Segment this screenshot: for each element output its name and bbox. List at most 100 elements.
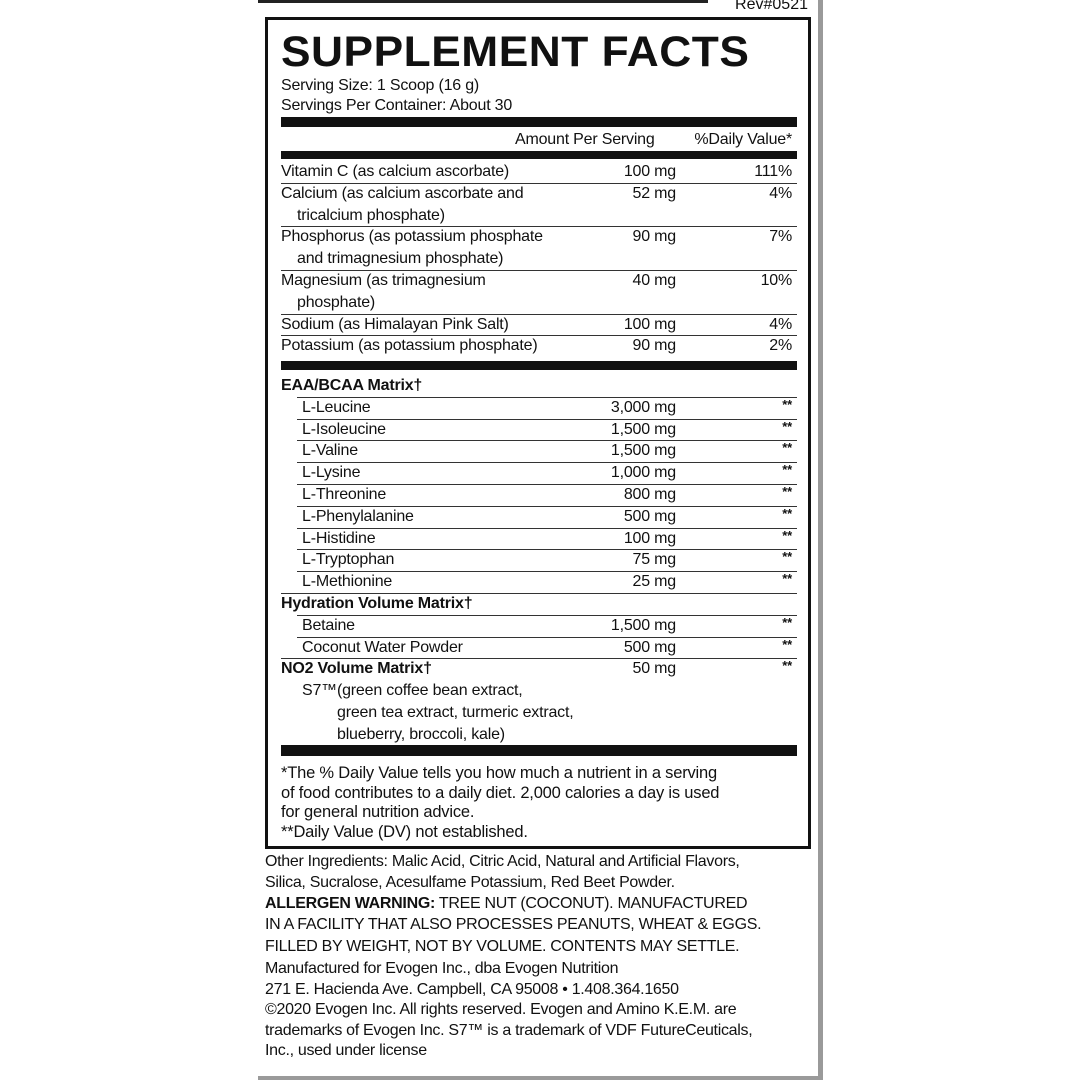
ingredient-daily-value: ** bbox=[782, 571, 792, 587]
ingredient-amount: 800 mg bbox=[623, 486, 676, 503]
blend-description: blueberry, broccoli, kale) bbox=[337, 725, 505, 743]
ingredient-daily-value: ** bbox=[782, 462, 792, 478]
ingredient-amount: 75 mg bbox=[632, 551, 677, 569]
ingredient-daily-value: ** bbox=[782, 527, 792, 543]
ingredient-name: L-Leucine bbox=[302, 398, 371, 416]
nutrient-name: Sodium (as Himalayan Pink Salt) bbox=[281, 315, 509, 333]
nutrient-name: Phosphorus (as potassium phosphate bbox=[281, 228, 543, 246]
ingredient-amount: 1,500 mg bbox=[610, 420, 676, 438]
allergen-text: TREE NUT (COCONUT). MANUFACTURED bbox=[435, 895, 748, 912]
revision-number: Rev#0521 bbox=[735, 0, 808, 13]
row-divider bbox=[297, 505, 797, 507]
ingredient-amount: 3,000 mg bbox=[610, 398, 676, 416]
nutrient-name: Vitamin C (as calcium ascorbate) bbox=[281, 163, 510, 180]
ingredient-name: L-Valine bbox=[302, 442, 358, 460]
ingredient-amount: 1,500 mg bbox=[610, 442, 676, 460]
nutrient-amount: 40 mg bbox=[632, 272, 677, 289]
row-divider bbox=[297, 636, 797, 638]
footnote: *The % Daily Value tells you how much a … bbox=[281, 764, 717, 782]
blend-name: EAA/BCAA Matrix† bbox=[281, 377, 423, 394]
ingredient-amount: 1,500 mg bbox=[610, 616, 676, 634]
nutrient-daily-value: 10% bbox=[760, 272, 793, 289]
ingredient-daily-value: ** bbox=[782, 484, 792, 499]
other-ingredients: Silica, Sucralose, Acesulfame Potassium,… bbox=[265, 874, 675, 891]
row-divider bbox=[297, 614, 797, 616]
manufacturer-info: Manufactured for Evogen Inc., dba Evogen… bbox=[265, 960, 619, 977]
ingredient-name: L-Lysine bbox=[302, 464, 361, 482]
row-divider bbox=[297, 462, 797, 464]
row-divider bbox=[281, 270, 797, 271]
blend-amount: 50 mg bbox=[632, 660, 677, 678]
row-divider bbox=[297, 527, 797, 529]
row-divider bbox=[297, 396, 797, 398]
nutrient-amount: 90 mg bbox=[632, 337, 677, 355]
ingredient-amount: 100 mg bbox=[623, 529, 676, 547]
header-daily-value: %Daily Value* bbox=[694, 131, 792, 148]
nutrient-name: Potassium (as potassium phosphate) bbox=[281, 337, 538, 355]
right-border bbox=[818, 0, 823, 1080]
nutrient-daily-value: 4% bbox=[769, 184, 792, 202]
row-divider bbox=[297, 571, 797, 573]
allergen-label: ALLERGEN WARNING: bbox=[265, 895, 436, 912]
panel-title: SUPPLEMENT FACTS bbox=[281, 28, 750, 76]
footnote: for general nutrition advice. bbox=[281, 803, 475, 822]
nutrient-amount: 100 mg bbox=[623, 163, 676, 180]
row-divider bbox=[297, 549, 797, 551]
thick-divider bbox=[281, 117, 797, 127]
row-divider bbox=[281, 226, 797, 228]
manufacturer-info: 271 E. Hacienda Ave. Campbell, CA 95008 … bbox=[265, 980, 679, 998]
nutrient-daily-value: 4% bbox=[769, 315, 792, 333]
nutrient-daily-value: 7% bbox=[769, 228, 792, 246]
thick-divider bbox=[281, 151, 797, 159]
allergen-warning: ALLERGEN WARNING: TREE NUT (COCONUT). MA… bbox=[265, 894, 748, 914]
blend-daily-value: ** bbox=[782, 658, 792, 674]
ingredient-name: L-Isoleucine bbox=[302, 420, 386, 438]
bottom-border bbox=[258, 1076, 823, 1080]
ingredient-name: L-Threonine bbox=[302, 486, 387, 503]
nutrient-name: Calcium (as calcium ascorbate and bbox=[281, 184, 524, 202]
nutrient-amount: 90 mg bbox=[632, 228, 677, 246]
footnote: **Daily Value (DV) not established. bbox=[281, 823, 528, 842]
nutrient-name: tricalcium phosphate) bbox=[297, 206, 445, 224]
ingredient-amount: 500 mg bbox=[623, 507, 676, 525]
ingredient-daily-value: ** bbox=[782, 396, 792, 412]
ingredient-name: Coconut Water Powder bbox=[302, 638, 463, 656]
allergen-text: IN A FACILITY THAT ALSO PROCESSES PEANUT… bbox=[265, 916, 762, 933]
nutrient-name: Magnesium (as trimagnesium bbox=[281, 272, 486, 289]
ingredient-amount: 25 mg bbox=[632, 573, 677, 591]
ingredient-name: L-Tryptophan bbox=[302, 551, 395, 569]
footnote: of food contributes to a daily diet. 2,0… bbox=[281, 783, 720, 802]
manufacturer-info: Inc., used under license bbox=[265, 1042, 427, 1059]
thick-divider bbox=[281, 745, 797, 756]
blend-name: NO2 Volume Matrix† bbox=[281, 660, 432, 678]
nutrient-daily-value: 111% bbox=[754, 163, 792, 180]
row-divider bbox=[281, 313, 797, 315]
ingredient-daily-value: ** bbox=[782, 636, 792, 652]
top-edge-bar bbox=[258, 0, 708, 3]
row-divider bbox=[281, 593, 797, 594]
supplement-facts-panel bbox=[265, 17, 811, 849]
row-divider bbox=[297, 484, 797, 485]
nutrient-name: and trimagnesium phosphate) bbox=[297, 250, 504, 268]
nutrient-amount: 100 mg bbox=[623, 315, 676, 333]
row-divider bbox=[281, 182, 797, 184]
ingredient-daily-value: ** bbox=[782, 614, 792, 630]
row-divider bbox=[297, 440, 797, 442]
nutrient-daily-value: 2% bbox=[769, 337, 792, 355]
header-amount: Amount Per Serving bbox=[515, 131, 655, 148]
ingredient-name: L-Phenylalanine bbox=[302, 507, 414, 525]
allergen-text: FILLED BY WEIGHT, NOT BY VOLUME. CONTENT… bbox=[265, 938, 740, 955]
ingredient-name: Betaine bbox=[302, 616, 355, 634]
ingredient-name: L-Methionine bbox=[302, 573, 393, 591]
row-divider bbox=[281, 335, 797, 337]
serving-size: Serving Size: 1 Scoop (16 g) bbox=[281, 77, 480, 94]
ingredient-amount: 1,000 mg bbox=[610, 464, 676, 482]
servings-per-container: Servings Per Container: About 30 bbox=[281, 97, 513, 114]
ingredient-daily-value: ** bbox=[782, 440, 792, 456]
row-divider bbox=[297, 418, 797, 420]
blend-name: Hydration Volume Matrix† bbox=[281, 595, 473, 612]
ingredient-daily-value: ** bbox=[782, 418, 792, 434]
row-divider bbox=[281, 658, 797, 660]
thick-divider bbox=[281, 361, 797, 371]
ingredient-daily-value: ** bbox=[782, 505, 792, 521]
